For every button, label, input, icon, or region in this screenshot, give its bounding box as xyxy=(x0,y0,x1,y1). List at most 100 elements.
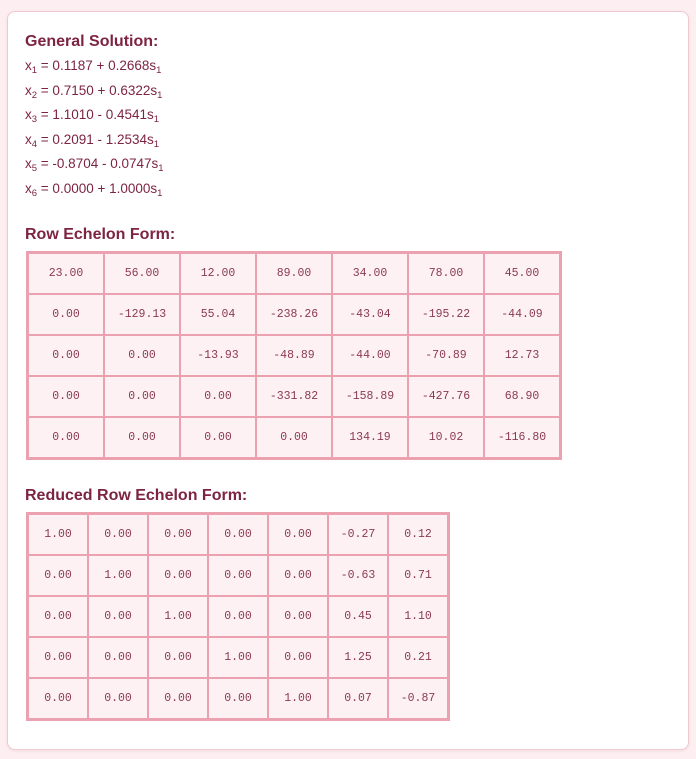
matrix-cell: 0.00 xyxy=(207,595,269,638)
matrix-cell: 0.00 xyxy=(207,512,269,556)
equation-parameter-subscript: 1 xyxy=(153,114,160,125)
equation-expression: = 1.1010 - 0.4541s xyxy=(37,107,154,122)
matrix-cell: 0.00 xyxy=(147,554,209,597)
matrix-cell: -44.09 xyxy=(483,293,562,336)
matrix-cell: -13.93 xyxy=(179,334,257,377)
matrix-cell: 134.19 xyxy=(331,416,409,460)
matrix-row: 0.00 1.00 0.00 0.00 0.00 -0.63 0.71 xyxy=(26,554,450,597)
matrix-row: 0.00 0.00 0.00 -331.82 -158.89 -427.76 68.90 xyxy=(26,375,562,418)
matrix-cell: 55.04 xyxy=(179,293,257,336)
matrix-cell: 0.00 xyxy=(26,677,89,721)
matrix-cell: 1.10 xyxy=(387,595,450,638)
equation-variable: x xyxy=(25,156,32,171)
equation-parameter-subscript: 1 xyxy=(158,163,164,174)
matrix-cell: 0.00 xyxy=(267,636,329,679)
equation-variable: x xyxy=(25,131,32,147)
equation-variable: x xyxy=(25,82,32,98)
matrix-cell: 0.00 xyxy=(26,595,89,638)
matrix-cell: 0.07 xyxy=(327,677,389,721)
matrix-cell: 0.00 xyxy=(26,416,105,460)
equation-variable-subscript: 6 xyxy=(31,187,38,199)
matrix-cell: 0.00 xyxy=(87,595,149,638)
matrix-cell: 34.00 xyxy=(331,251,409,295)
equation-line: x2 = 0.7150 + 0.6322s1 xyxy=(25,80,678,105)
matrix-cell: 0.00 xyxy=(87,636,149,679)
matrix-cell: -238.26 xyxy=(255,293,333,336)
matrix-row: 0.00 -129.13 55.04 -238.26 -43.04 -195.22 -44.… xyxy=(26,293,562,336)
matrix-cell: 1.00 xyxy=(267,677,329,721)
matrix-cell: 89.00 xyxy=(255,251,333,295)
matrix-cell: 0.00 xyxy=(267,554,329,597)
matrix-cell: 1.00 xyxy=(87,554,149,597)
equation-line: x4 = 0.2091 - 1.2534s1 xyxy=(25,129,678,154)
matrix-cell: -43.04 xyxy=(331,293,409,336)
row-echelon-matrix: 23.00 56.00 12.00 89.00 34.00 78.00 45.00 0.00-… xyxy=(26,251,562,460)
matrix-cell: 0.00 xyxy=(147,677,209,721)
matrix-cell: 0.00 xyxy=(207,677,269,721)
equation-line: x6 = 0.0000 + 1.0000s1 xyxy=(25,178,678,203)
equation-variable-subscript: 4 xyxy=(31,138,38,150)
matrix-cell: 0.00 xyxy=(179,375,257,418)
matrix-cell: 10.02 xyxy=(407,416,485,460)
matrix-cell: 0.00 xyxy=(103,334,181,377)
equation-expression: = 0.2091 - 1.2534s xyxy=(37,131,154,147)
matrix-cell: -129.13 xyxy=(103,293,181,336)
equation-variable: x xyxy=(25,180,32,196)
matrix-cell: -116.80 xyxy=(483,416,562,460)
equation-variable: x xyxy=(25,107,32,122)
general-solution-equations: x1 = 0.1187 + 0.2668s1 x2 = 0.7150 + 0.63… xyxy=(25,55,678,202)
general-solution-title: General Solution: xyxy=(25,33,159,50)
matrix-cell: 0.00 xyxy=(207,554,269,597)
matrix-cell: -44.00 xyxy=(331,334,409,377)
equation-variable-subscript: 1 xyxy=(31,65,38,76)
matrix-cell: -158.89 xyxy=(331,375,409,418)
matrix-cell: 56.00 xyxy=(103,251,181,295)
matrix-cell: -70.89 xyxy=(407,334,485,377)
equation-line: x3 = 1.1010 - 0.4541s1 xyxy=(25,104,678,129)
equation-variable-subscript: 2 xyxy=(31,89,38,101)
matrix-cell: -0.87 xyxy=(387,677,450,721)
equation-variable-subscript: 3 xyxy=(31,114,38,125)
matrix-row: 0.00 0.00 -13.93 -48.89 -44.00 -70.89 12.73 xyxy=(26,334,562,377)
equation-line: x5 = -0.8704 - 0.0747s1 xyxy=(25,153,678,178)
equation-parameter-subscript: 1 xyxy=(157,187,163,199)
matrix-cell: 0.00 xyxy=(26,636,89,679)
matrix-cell: -195.22 xyxy=(407,293,485,336)
equation-parameter-subscript: 1 xyxy=(153,138,160,150)
matrix-cell: 0.71 xyxy=(387,554,450,597)
matrix-cell: 0.00 xyxy=(147,512,209,556)
equation-variable: x xyxy=(25,58,32,73)
matrix-cell: 0.00 xyxy=(26,293,105,336)
matrix-row: 23.00 56.00 12.00 89.00 34.00 78.00 45.00 xyxy=(26,251,562,295)
matrix-cell: 0.00 xyxy=(26,375,105,418)
matrix-cell: 0.00 xyxy=(267,595,329,638)
equation-parameter-subscript: 1 xyxy=(156,65,162,76)
matrix-cell: 68.90 xyxy=(483,375,562,418)
matrix-cell: 0.00 xyxy=(87,512,149,556)
matrix-cell: -48.89 xyxy=(255,334,333,377)
matrix-cell: 0.00 xyxy=(87,677,149,721)
result-content: General Solution: x1 = 0.1187 + 0.2668s1… xyxy=(25,32,678,721)
matrix-cell: -331.82 xyxy=(255,375,333,418)
reduced-row-echelon-title: Reduced Row Echelon Form: xyxy=(25,487,248,504)
matrix-cell: 0.12 xyxy=(387,512,450,556)
matrix-cell: -427.76 xyxy=(407,375,485,418)
matrix-cell: 45.00 xyxy=(483,251,562,295)
matrix-cell: 12.73 xyxy=(483,334,562,377)
result-card: General Solution: x1 = 0.1187 + 0.2668s1… xyxy=(7,11,689,750)
matrix-cell: 1.25 xyxy=(327,636,389,679)
equation-variable-subscript: 5 xyxy=(31,163,38,174)
matrix-row: 0.00 0.00 0.00 0.00 1.00 0.07 -0.87 xyxy=(26,677,450,721)
matrix-cell: 1.00 xyxy=(147,595,209,638)
matrix-cell: 1.00 xyxy=(26,512,89,556)
matrix-cell: 78.00 xyxy=(407,251,485,295)
matrix-cell: 0.00 xyxy=(179,416,257,460)
matrix-cell: 0.21 xyxy=(387,636,450,679)
matrix-cell: 0.00 xyxy=(255,416,333,460)
row-echelon-title: Row Echelon Form: xyxy=(25,226,176,243)
matrix-cell: 1.00 xyxy=(207,636,269,679)
matrix-cell: 0.00 xyxy=(26,554,89,597)
equation-expression: = 0.0000 + 1.0000s xyxy=(37,180,158,196)
equation-expression: = 0.1187 + 0.2668s xyxy=(37,58,157,73)
matrix-cell: 0.00 xyxy=(147,636,209,679)
